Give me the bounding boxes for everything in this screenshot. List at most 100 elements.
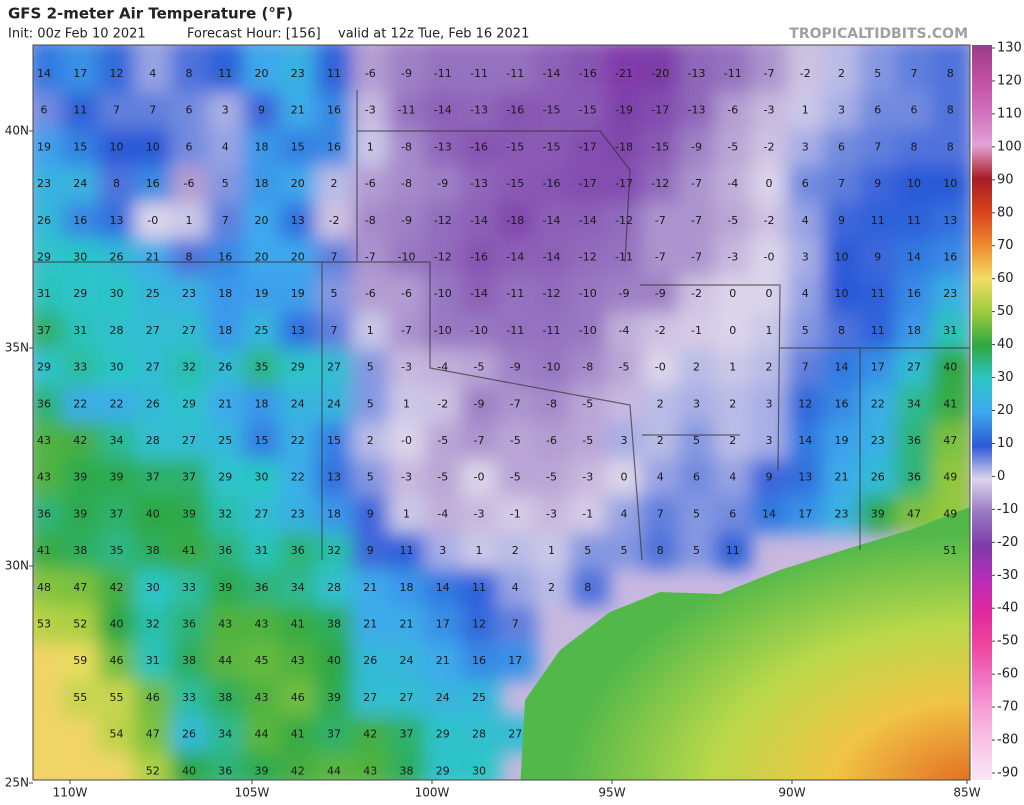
temp-cell — [497, 275, 534, 313]
temp-cell — [207, 532, 244, 570]
temp-cell — [424, 532, 462, 570]
temp-cell — [134, 45, 172, 93]
temp-cell — [750, 312, 788, 350]
temp-cell — [352, 349, 389, 386]
temp-value: 19 — [835, 434, 849, 447]
temp-value: 20 — [255, 214, 269, 227]
temp-value: 34 — [907, 397, 921, 410]
temp-value: 54 — [110, 728, 124, 741]
temp-value: 36 — [255, 581, 269, 594]
temp-cell — [787, 385, 824, 423]
colorbar-label: -80 — [997, 733, 1018, 748]
temp-value: 6 — [874, 104, 881, 117]
temp-value: -9 — [510, 361, 521, 374]
temp-cell — [279, 239, 317, 276]
temp-value: 53 — [37, 618, 51, 631]
temp-cell — [315, 606, 353, 643]
temp-value: -8 — [546, 397, 557, 410]
temp-value: 3 — [838, 104, 845, 117]
temp-cell — [315, 569, 353, 607]
temp-value: -20 — [651, 67, 669, 80]
temp-cell — [170, 312, 208, 350]
temp-value: 3 — [802, 251, 809, 264]
temp-value: 25 — [218, 434, 232, 447]
temp-value: -0 — [474, 471, 485, 484]
temp-cell — [33, 459, 63, 497]
temp-cell — [170, 716, 208, 753]
temp-cell — [859, 349, 897, 386]
temp-value: 3 — [766, 434, 773, 447]
temp-value: 43 — [255, 618, 269, 631]
temp-cell — [569, 459, 607, 497]
lat-label: 40N — [5, 124, 29, 138]
temp-value: 5 — [367, 361, 374, 374]
colorbar-label: -70 — [997, 700, 1018, 715]
temp-value: -0 — [147, 214, 158, 227]
temp-value: -16 — [470, 251, 488, 264]
temp-value: 35 — [110, 544, 124, 557]
temp-value: 29 — [73, 287, 87, 300]
temp-cell — [605, 496, 643, 533]
temp-cell — [460, 129, 498, 166]
temp-cell — [678, 275, 715, 313]
temp-value: 55 — [110, 691, 124, 704]
temp-cell — [497, 385, 534, 423]
temp-cell — [388, 92, 425, 130]
temp-cell — [62, 92, 99, 130]
colorbar-label: 70 — [997, 238, 1014, 253]
temp-cell — [895, 385, 933, 423]
temp-value: 6 — [186, 104, 193, 117]
temp-value: 27 — [146, 324, 160, 337]
temp-value: 8 — [911, 140, 918, 153]
temp-value: -5 — [619, 361, 630, 374]
temp-value: 34 — [291, 581, 305, 594]
temp-cell — [207, 752, 244, 780]
temp-value: 28 — [327, 581, 341, 594]
temp-value: 34 — [218, 728, 232, 741]
temp-value: -15 — [506, 177, 524, 190]
temp-value: 4 — [512, 581, 519, 594]
temp-cell — [352, 716, 389, 753]
temp-cell — [533, 45, 570, 93]
temp-cell — [207, 165, 244, 203]
temp-value: 14 — [762, 507, 776, 520]
temp-cell — [424, 716, 462, 753]
temp-value: 8 — [947, 67, 954, 80]
temp-cell — [33, 496, 63, 533]
temp-cell — [497, 569, 534, 607]
temp-cell — [98, 496, 135, 533]
temp-cell — [497, 202, 534, 240]
temp-cell — [569, 45, 607, 93]
temp-cell — [787, 45, 824, 93]
temp-cell — [787, 202, 824, 240]
temp-cell — [98, 716, 135, 753]
temp-value: 39 — [73, 507, 87, 520]
temp-cell — [207, 349, 244, 386]
temp-value: -1 — [582, 507, 593, 520]
temp-value: 39 — [327, 691, 341, 704]
temp-cell — [243, 422, 280, 460]
temp-value: 7 — [331, 251, 338, 264]
temp-value: 10 — [835, 251, 849, 264]
temp-cell — [642, 312, 679, 350]
temp-cell — [279, 642, 317, 680]
temp-cell — [352, 92, 389, 130]
temp-cell — [605, 92, 643, 130]
temp-value: 41 — [291, 728, 305, 741]
temp-value: 7 — [222, 214, 229, 227]
temp-value: 7 — [149, 104, 156, 117]
temp-value: 13 — [291, 324, 305, 337]
colorbar-label: 0 — [997, 469, 1005, 484]
temp-value: 4 — [222, 140, 229, 153]
temp-value: 32 — [218, 507, 232, 520]
temp-cell — [424, 642, 462, 680]
temp-value: -13 — [434, 140, 452, 153]
temp-value: 5 — [693, 434, 700, 447]
temp-value: -10 — [434, 324, 452, 337]
temp-value: -7 — [655, 214, 666, 227]
temp-value: 12 — [110, 67, 124, 80]
temp-value: 35 — [255, 361, 269, 374]
temp-cell — [497, 312, 534, 350]
temp-cell — [823, 496, 860, 533]
temp-cell — [424, 45, 462, 93]
